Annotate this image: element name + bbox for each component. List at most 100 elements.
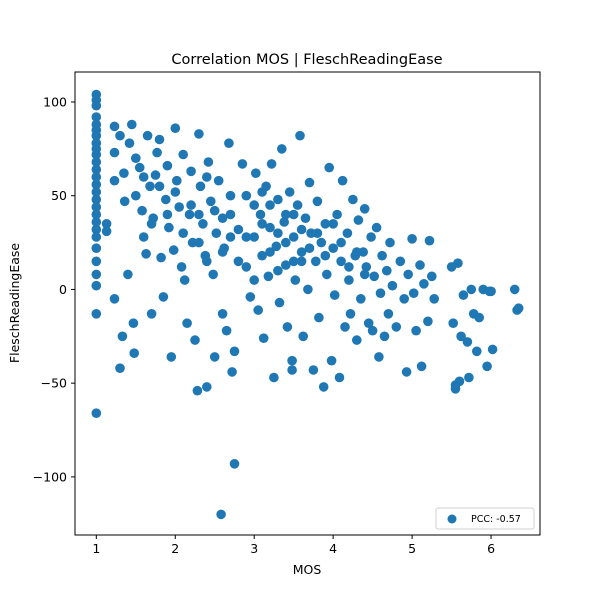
scatter-point xyxy=(277,144,287,154)
scatter-point xyxy=(123,269,133,280)
scatter-point xyxy=(450,384,461,394)
scatter-point xyxy=(281,209,291,220)
scatter-point xyxy=(152,147,162,158)
scatter-point xyxy=(359,204,370,214)
legend-marker xyxy=(447,514,457,524)
y-axis-label: FleschReadingEase xyxy=(7,243,22,363)
scatter-point xyxy=(273,265,283,276)
scatter-point xyxy=(328,219,339,229)
scatter-point xyxy=(109,175,120,186)
scatter-point xyxy=(265,200,275,210)
scatter-point xyxy=(141,249,151,259)
scatter-point xyxy=(91,194,102,205)
scatter-point xyxy=(337,175,348,186)
scatter-point xyxy=(184,209,195,220)
scatter-point xyxy=(311,256,321,267)
x-axis-ticks: 1 2 3 4 5 6 xyxy=(92,535,495,556)
scatter-point xyxy=(273,228,283,238)
scatter-point xyxy=(124,138,135,148)
scatter-point xyxy=(202,256,212,267)
scatter-point xyxy=(101,226,112,237)
scatter-point xyxy=(227,367,237,377)
scatter-point xyxy=(109,147,120,158)
scatter-point xyxy=(407,234,417,244)
scatter-point xyxy=(91,243,102,253)
scatter-point xyxy=(255,209,266,220)
x-tick-label: 4 xyxy=(329,541,337,556)
scatter-point xyxy=(352,335,362,345)
scatter-point xyxy=(513,303,524,314)
scatter-point xyxy=(314,312,324,323)
scatter-point xyxy=(332,209,342,220)
scatter-point xyxy=(241,262,252,272)
scatter-point xyxy=(374,352,384,362)
scatter-point xyxy=(186,166,196,177)
scatter-point xyxy=(91,209,102,220)
scatter-point xyxy=(168,245,179,255)
scatter-point xyxy=(237,159,248,169)
scatter-point xyxy=(462,337,473,347)
scatter-point xyxy=(456,331,466,342)
scatter-point xyxy=(474,312,485,323)
scatter-point xyxy=(334,372,345,383)
scatter-point xyxy=(296,247,307,257)
x-axis-label: MOS xyxy=(293,562,322,577)
scatter-point xyxy=(324,162,335,173)
scatter-point xyxy=(408,288,419,299)
scatter-point xyxy=(162,209,173,220)
scatter-point xyxy=(195,181,206,192)
scatter-point xyxy=(363,318,374,329)
scatter-point xyxy=(269,372,279,383)
y-tick-label: −100 xyxy=(33,469,67,484)
scatter-point xyxy=(131,153,141,163)
scatter-point xyxy=(211,228,222,238)
scatter-point xyxy=(146,219,157,229)
scatter-point xyxy=(416,361,427,372)
scatter-point xyxy=(91,309,102,319)
scatter-point xyxy=(403,269,414,280)
x-tick-label: 6 xyxy=(487,541,495,556)
scatter-point xyxy=(377,250,387,261)
legend-label: PCC: -0.57 xyxy=(471,514,521,525)
scatter-point xyxy=(91,256,102,267)
scatter-point xyxy=(209,205,220,216)
scatter-point xyxy=(424,235,435,246)
scatter-point xyxy=(300,213,311,223)
scatter-point xyxy=(265,247,275,257)
scatter-point xyxy=(419,279,429,289)
legend-box xyxy=(435,507,535,530)
scatter-point xyxy=(224,138,234,148)
scatter-point xyxy=(295,130,305,141)
scatter-point xyxy=(352,247,362,257)
scatter-point xyxy=(91,164,102,175)
scatter-point xyxy=(217,213,228,223)
scatter-point xyxy=(292,200,303,210)
scatter-point xyxy=(336,237,346,248)
scatter-point xyxy=(178,228,188,238)
scatter-point xyxy=(359,269,370,280)
scatter-point xyxy=(117,331,128,342)
scatter-point xyxy=(161,194,171,205)
scatter-point xyxy=(274,297,285,308)
scatter-point xyxy=(216,509,226,520)
scatter-point xyxy=(279,217,290,227)
scatter-point xyxy=(345,309,356,319)
scatter-point xyxy=(391,322,402,332)
scatter-point xyxy=(287,365,297,375)
scatter-point xyxy=(318,382,329,392)
scatter-point xyxy=(271,241,282,252)
y-axis-ticks: −100 −50 0 50 100 xyxy=(33,94,75,484)
scatter-point xyxy=(109,294,120,304)
scatter-point xyxy=(91,217,102,227)
scatter-point xyxy=(91,112,102,122)
scatter-point xyxy=(91,100,102,111)
y-tick-label: 50 xyxy=(51,188,67,203)
scatter-point xyxy=(138,172,149,182)
scatter-point xyxy=(265,222,275,233)
x-tick-label: 3 xyxy=(250,541,258,556)
scatter-point xyxy=(166,352,177,362)
scatter-point xyxy=(109,121,120,132)
scatter-point xyxy=(312,196,323,207)
scatter-point xyxy=(158,292,169,302)
